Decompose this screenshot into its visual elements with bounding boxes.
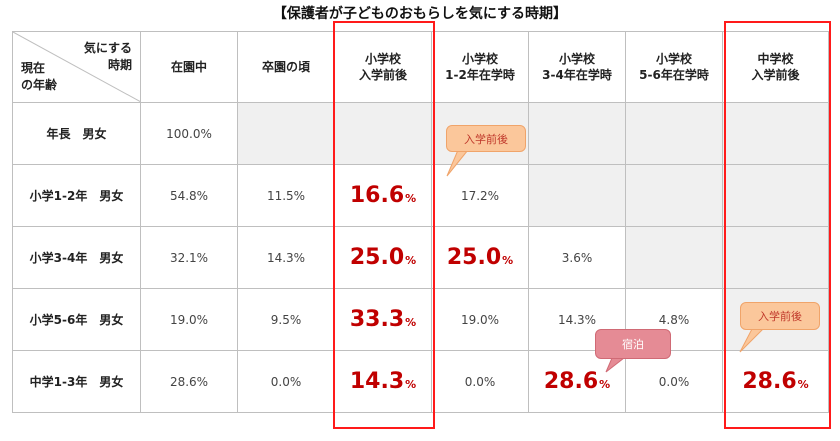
value-cell: 100.0% xyxy=(140,102,238,165)
value-cell: 11.5% xyxy=(237,164,335,227)
table-row: 年長 男女 100.0% xyxy=(12,102,829,165)
highlight-value-cell: 25.0% xyxy=(431,226,529,289)
value-cell: 9.5% xyxy=(237,288,335,351)
highlight-value-cell: 28.6% xyxy=(528,350,626,413)
highlight-value-cell: 16.6% xyxy=(334,164,432,227)
highlight-value-cell: 14.3% xyxy=(334,350,432,413)
highlight-value: 14.3% xyxy=(349,369,417,394)
highlight-value-cell: 28.6% xyxy=(722,350,829,413)
value-cell: 0.0% xyxy=(431,350,529,413)
highlight-value: 33.3% xyxy=(349,307,417,332)
value-cell: 17.2% xyxy=(431,164,529,227)
table-row: 中学1-3年 男女 28.6% 0.0% 14.3% 0.0% 28.6% 0.0% 28.6… xyxy=(12,350,829,413)
corner-top-label: 気にする 時期 xyxy=(83,41,132,72)
table-row: 小学1-2年 男女 54.8% 11.5% 16.6% 17.2% xyxy=(12,164,829,227)
value-cell: 19.0% xyxy=(140,288,238,351)
column-header-1: 在園中 xyxy=(140,31,238,103)
column-header-4: 小学校 1-2年在学時 xyxy=(431,31,529,103)
table-row: 小学5-6年 男女 19.0% 9.5% 33.3% 19.0% 14.3% 4.8% xyxy=(12,288,829,351)
header-row: 気にする 時期 現在 の年齢 在園中 卒園の頃 小学校 入学前後 小学校 1-2年在学時 小学校… xyxy=(12,31,829,103)
highlight-value: 28.6% xyxy=(543,369,611,394)
empty-cell xyxy=(528,102,626,165)
column-header-7: 中学校 入学前後 xyxy=(722,31,829,103)
highlight-value: 25.0% xyxy=(446,245,514,270)
row-label: 小学5-6年 男女 xyxy=(12,288,141,351)
highlight-value-cell: 25.0% xyxy=(334,226,432,289)
column-header-2: 卒園の頃 xyxy=(237,31,335,103)
empty-cell xyxy=(625,102,723,165)
callout-entry-1: 入学前後 xyxy=(446,125,526,152)
empty-cell xyxy=(528,164,626,227)
highlight-value: 25.0% xyxy=(349,245,417,270)
value-cell: 3.6% xyxy=(528,226,626,289)
corner-bottom-label: 現在 の年齢 xyxy=(21,61,58,92)
table-row: 小学3-4年 男女 32.1% 14.3% 25.0% 25.0% 3.6% xyxy=(12,226,829,289)
survey-table: 気にする 時期 現在 の年齢 在園中 卒園の頃 小学校 入学前後 小学校 1-2年在学時 小学校… xyxy=(12,31,829,413)
empty-cell xyxy=(722,226,829,289)
empty-cell xyxy=(722,164,829,227)
value-cell: 14.3% xyxy=(237,226,335,289)
row-label: 年長 男女 xyxy=(12,102,141,165)
column-header-5: 小学校 3-4年在学時 xyxy=(528,31,626,103)
empty-cell xyxy=(237,102,335,165)
highlight-value-cell: 33.3% xyxy=(334,288,432,351)
corner-header-cell: 気にする 時期 現在 の年齢 xyxy=(12,31,141,103)
value-cell: 28.6% xyxy=(140,350,238,413)
empty-cell xyxy=(334,102,432,165)
highlight-value: 28.6% xyxy=(742,369,809,394)
value-cell: 54.8% xyxy=(140,164,238,227)
callout-entry-2: 入学前後 xyxy=(740,302,820,330)
callout-overnight: 宿泊 xyxy=(595,329,671,359)
column-header-3: 小学校 入学前後 xyxy=(334,31,432,103)
value-cell: 0.0% xyxy=(625,350,723,413)
value-cell: 0.0% xyxy=(237,350,335,413)
value-cell: 32.1% xyxy=(140,226,238,289)
empty-cell xyxy=(625,164,723,227)
row-label: 中学1-3年 男女 xyxy=(12,350,141,413)
diagonal-line xyxy=(13,32,140,102)
table-title: 【保護者が子どものおもらしを気にする時期】 xyxy=(272,6,568,22)
row-label: 小学1-2年 男女 xyxy=(12,164,141,227)
empty-cell xyxy=(722,102,829,165)
column-header-6: 小学校 5-6年在学時 xyxy=(625,31,723,103)
value-cell: 19.0% xyxy=(431,288,529,351)
empty-cell xyxy=(625,226,723,289)
highlight-value: 16.6% xyxy=(349,183,417,208)
row-label: 小学3-4年 男女 xyxy=(12,226,141,289)
